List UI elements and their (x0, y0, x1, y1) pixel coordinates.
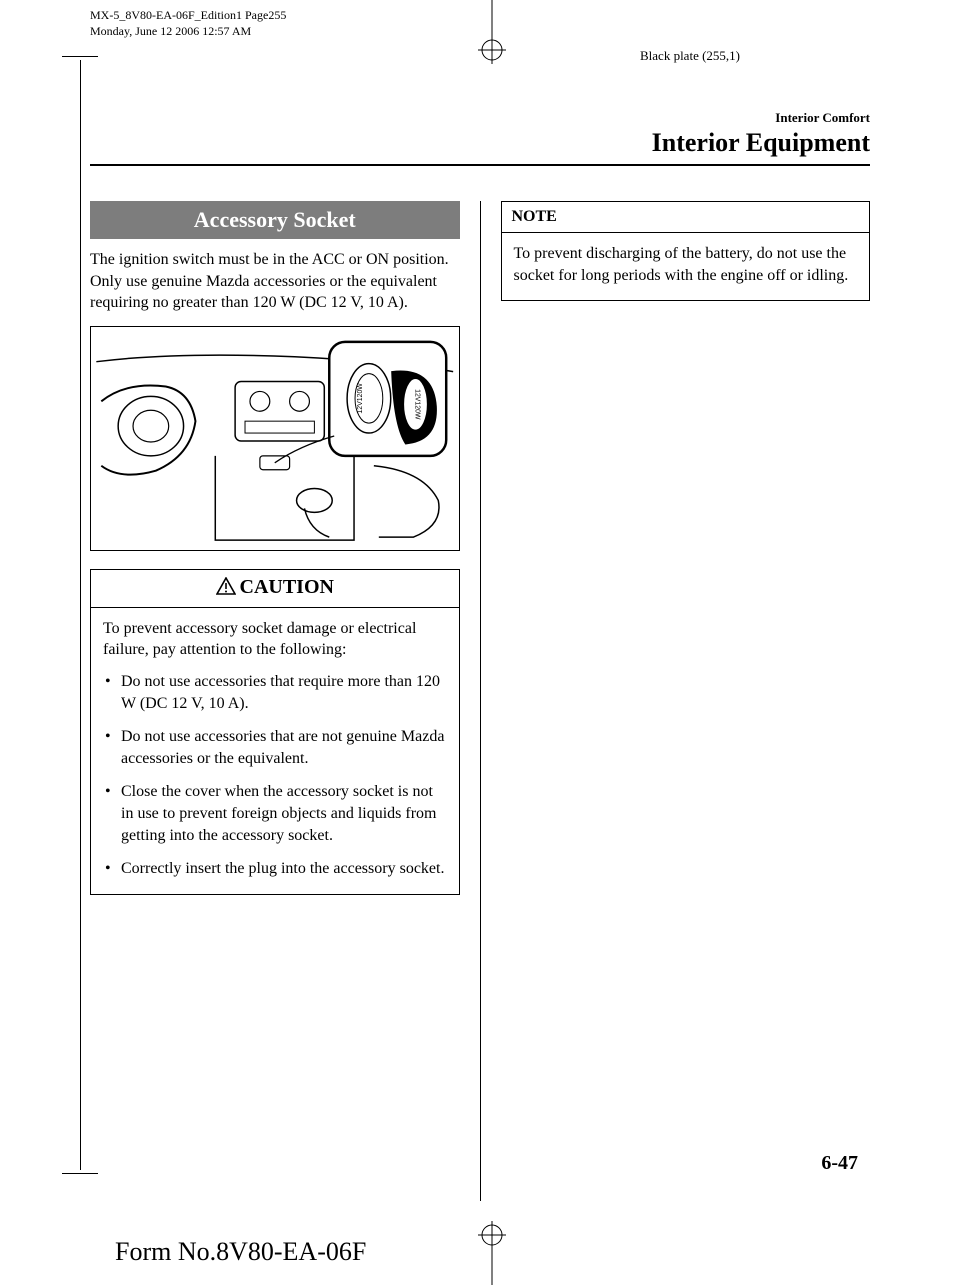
accessory-socket-illustration: 12V120W 12V120W (90, 326, 460, 551)
print-meta-line2: Monday, June 12 2006 12:57 AM (90, 24, 286, 40)
caution-intro: To prevent accessory socket damage or el… (103, 618, 447, 661)
caution-title-text: CAUTION (240, 576, 334, 598)
intro-paragraph: The ignition switch must be in the ACC o… (90, 249, 460, 314)
black-plate-label: Black plate (255,1) (640, 48, 740, 64)
right-column: NOTE To prevent discharging of the batte… (481, 201, 871, 1201)
socket-label-left: 12V120W (357, 382, 364, 413)
note-title: NOTE (502, 202, 870, 233)
warning-triangle-icon (216, 577, 236, 601)
two-column-layout: Accessory Socket The ignition switch mus… (90, 201, 870, 1201)
crop-mark-left (80, 60, 81, 1170)
caution-item: Close the cover when the accessory socke… (103, 781, 447, 846)
print-metadata: MX-5_8V80-EA-06F_Edition1 Page255 Monday… (90, 8, 286, 39)
section-title: Interior Equipment (90, 128, 870, 158)
registration-mark-top (472, 0, 512, 70)
header-rule (90, 164, 870, 166)
caution-item: Correctly insert the plug into the acces… (103, 858, 447, 880)
page-number: 6-47 (821, 1152, 858, 1175)
caution-item: Do not use accessories that require more… (103, 671, 447, 714)
caution-item: Do not use accessories that are not genu… (103, 726, 447, 769)
caution-list: Do not use accessories that require more… (103, 671, 447, 880)
note-box: NOTE To prevent discharging of the batte… (501, 201, 871, 301)
chapter-title: Interior Comfort (90, 110, 870, 126)
print-meta-line1: MX-5_8V80-EA-06F_Edition1 Page255 (90, 8, 286, 24)
page-content: Interior Comfort Interior Equipment Acce… (90, 100, 870, 1201)
left-column: Accessory Socket The ignition switch mus… (90, 201, 480, 1201)
caution-box: CAUTION To prevent accessory socket dama… (90, 569, 460, 895)
socket-label-right: 12V120W (413, 389, 420, 420)
page-header: Interior Comfort Interior Equipment (90, 110, 870, 158)
caution-body: To prevent accessory socket damage or el… (91, 608, 459, 894)
section-heading-accessory-socket: Accessory Socket (90, 201, 460, 239)
form-number: Form No.8V80-EA-06F (115, 1237, 366, 1267)
caution-title: CAUTION (91, 570, 459, 608)
registration-mark-bottom (472, 1215, 512, 1285)
note-body: To prevent discharging of the battery, d… (502, 233, 870, 300)
